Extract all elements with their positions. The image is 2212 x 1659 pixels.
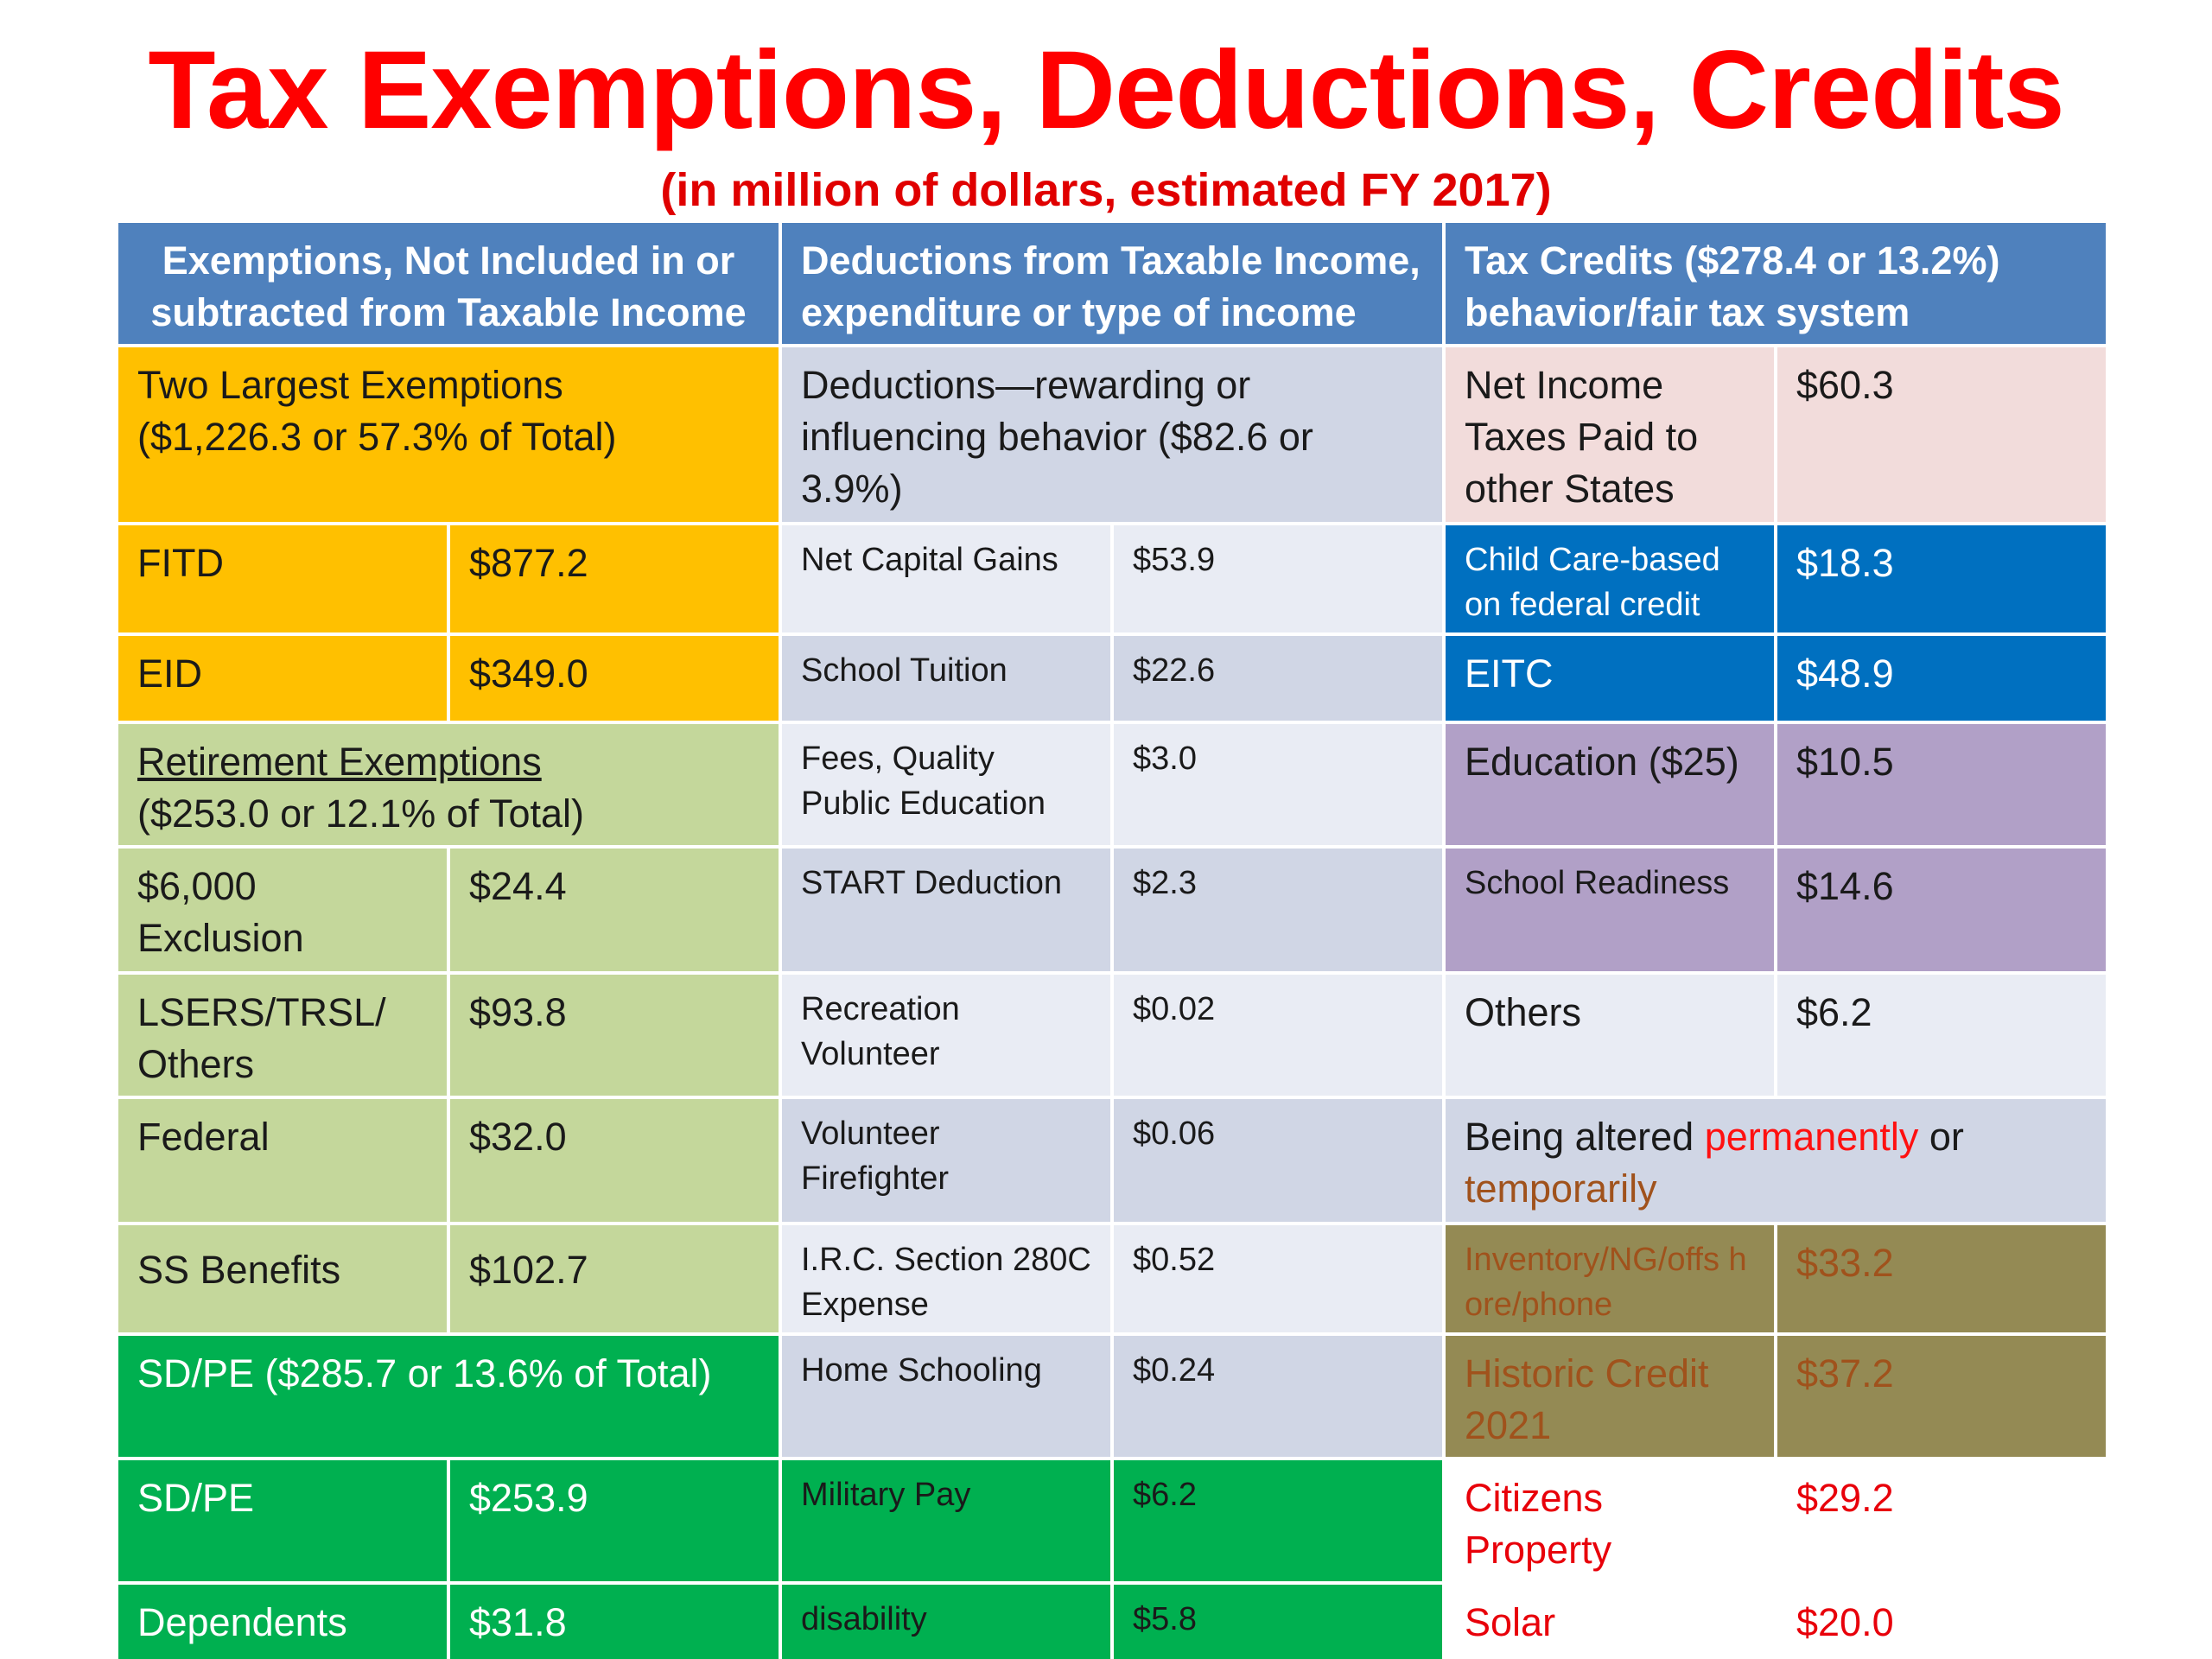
historic-value: $37.2: [1777, 1336, 2106, 1457]
solar-label: Solar: [1446, 1585, 1774, 1659]
page-subtitle: (in million of dollars, estimated FY 201…: [660, 164, 1552, 216]
readiness-value: $14.6: [1777, 849, 2106, 971]
retirement-exemptions: Retirement Exemptions ($253.0 or 12.1% o…: [118, 724, 779, 845]
solar-value: $20.0: [1777, 1585, 2106, 1659]
irc-label: I.R.C. Section 280C Expense: [782, 1225, 1110, 1332]
recreation-label: Recreation Volunteer: [782, 975, 1110, 1096]
eitc-label: EITC: [1446, 636, 1774, 721]
cap-gains-value: $53.9: [1114, 525, 1442, 632]
fitd-value: $877.2: [450, 525, 779, 632]
sdpe-group: SD/PE ($285.7 or 13.6% of Total): [118, 1336, 779, 1457]
military-label: Military Pay: [782, 1460, 1110, 1581]
altered-or: or: [1918, 1115, 1964, 1159]
federal-value: $32.0: [450, 1099, 779, 1222]
child-care-label: Child Care-based on federal credit: [1446, 525, 1774, 632]
military-value: $6.2: [1114, 1460, 1442, 1581]
historic-label: Historic Credit 2021: [1446, 1336, 1774, 1457]
ss-value: $102.7: [450, 1225, 779, 1332]
citizens-label: Citizens Property: [1446, 1460, 1774, 1581]
altered-prefix: Being altered: [1465, 1115, 1705, 1159]
home-value: $0.24: [1114, 1336, 1442, 1457]
cap-gains-label: Net Capital Gains: [782, 525, 1110, 632]
inventory-label: Inventory/NG/offs hore/phone: [1446, 1225, 1774, 1332]
retirement-title: Retirement Exemptions: [137, 740, 542, 784]
firefighter-value: $0.06: [1114, 1099, 1442, 1222]
deductions-behavior: Deductions—rewarding or influencing beha…: [782, 347, 1442, 522]
start-label: START Deduction: [782, 849, 1110, 971]
firefighter-label: Volunteer Firefighter: [782, 1099, 1110, 1222]
fees-value: $3.0: [1114, 724, 1442, 845]
recreation-value: $0.02: [1114, 975, 1442, 1096]
readiness-label: School Readiness: [1446, 849, 1774, 971]
home-label: Home Schooling: [782, 1336, 1110, 1457]
disability-value: $5.8: [1114, 1585, 1442, 1659]
ss-label: SS Benefits: [118, 1225, 447, 1332]
page-title: Tax Exemptions, Deductions, Credits: [148, 29, 2064, 152]
eitc-value: $48.9: [1777, 636, 2106, 721]
education-value: $10.5: [1777, 724, 2106, 845]
eid-label: EID: [118, 636, 447, 721]
dependents-value: $31.8: [450, 1585, 779, 1659]
retirement-total: ($253.0 or 12.1% of Total): [137, 791, 584, 836]
sdpe-label: SD/PE: [118, 1460, 447, 1581]
header-credits: Tax Credits ($278.4 or 13.2%) behavior/f…: [1446, 223, 2106, 344]
net-income-value: $60.3: [1777, 347, 2106, 522]
disability-label: disability: [782, 1585, 1110, 1659]
altered-temporarily: temporarily: [1465, 1166, 1657, 1211]
start-value: $2.3: [1114, 849, 1442, 971]
altered-note: Being altered permanently or temporarily: [1446, 1099, 2106, 1222]
altered-permanently: permanently: [1704, 1115, 1919, 1159]
dependents-label: Dependents: [118, 1585, 447, 1659]
exclusion-value: $24.4: [450, 849, 779, 971]
irc-value: $0.52: [1114, 1225, 1442, 1332]
citizens-value: $29.2: [1777, 1460, 2106, 1581]
education-label: Education ($25): [1446, 724, 1774, 845]
others-value: $6.2: [1777, 975, 2106, 1096]
two-largest-title: Two Largest Exemptions: [137, 363, 563, 407]
exclusion-label: $6,000 Exclusion: [118, 849, 447, 971]
tuition-value: $22.6: [1114, 636, 1442, 721]
lsers-label: LSERS/TRSL/ Others: [118, 975, 447, 1096]
net-income-label: Net Income Taxes Paid to other States: [1446, 347, 1774, 522]
header-exemptions: Exemptions, Not Included in or subtracte…: [118, 223, 779, 344]
others-label: Others: [1446, 975, 1774, 1096]
two-largest-exemptions: Two Largest Exemptions ($1,226.3 or 57.3…: [118, 347, 779, 522]
child-care-value: $18.3: [1777, 525, 2106, 632]
fees-label: Fees, Quality Public Education: [782, 724, 1110, 845]
sdpe-value: $253.9: [450, 1460, 779, 1581]
fitd-label: FITD: [118, 525, 447, 632]
inventory-value: $33.2: [1777, 1225, 2106, 1332]
federal-label: Federal: [118, 1099, 447, 1222]
header-deductions: Deductions from Taxable Income, expendit…: [782, 223, 1442, 344]
two-largest-total: ($1,226.3 or 57.3% of Total): [137, 415, 617, 459]
tuition-label: School Tuition: [782, 636, 1110, 721]
lsers-value: $93.8: [450, 975, 779, 1096]
eid-value: $349.0: [450, 636, 779, 721]
